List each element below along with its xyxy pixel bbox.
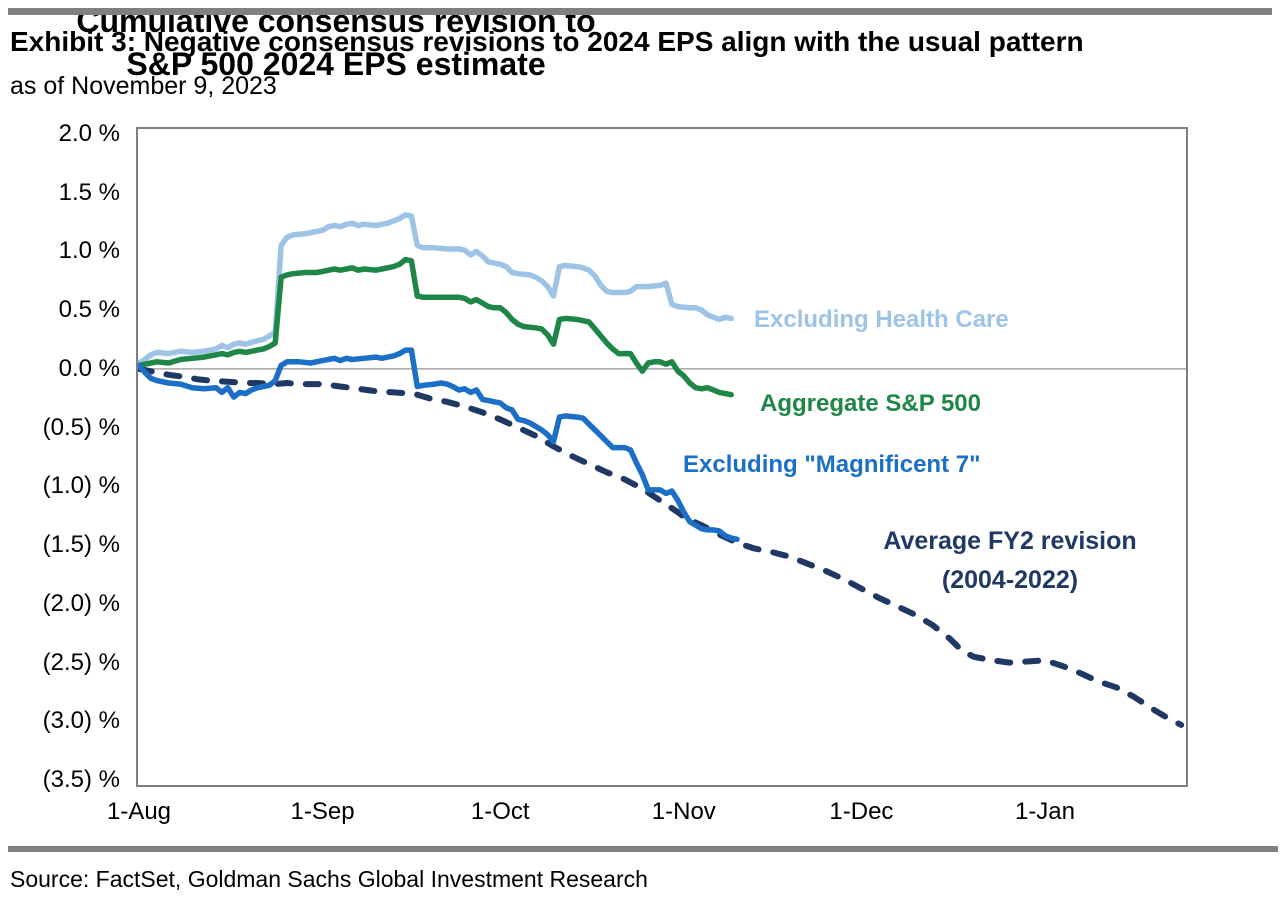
series-label-average-fy2-revision: Average FY2 revision (2004-2022) <box>828 522 1192 600</box>
y-tick-label: (1.5) % <box>42 531 120 559</box>
y-tick-label: 0.0 % <box>58 354 120 382</box>
series-label-excluding-health-care: Excluding Health Care <box>754 306 1009 333</box>
y-tick-label: (3.0) % <box>42 707 120 735</box>
series-line-excluding-health-care <box>136 212 734 366</box>
y-tick-label: (3.5) % <box>42 766 120 794</box>
top-divider-bar <box>8 8 1272 15</box>
x-tick-label: 1-Sep <box>290 798 355 825</box>
x-tick-label: 1-Nov <box>651 798 716 825</box>
y-tick-label: (0.5) % <box>42 413 120 441</box>
series-line-average-fy2-revision-2004-2022 <box>136 365 1185 728</box>
series-label-average-fy2-line2: (2004-2022) <box>941 566 1079 594</box>
exhibit-subtitle: as of November 9, 2023 <box>10 72 277 100</box>
y-tick-label: 2.0 % <box>58 119 120 147</box>
y-tick-label: 1.0 % <box>58 237 120 265</box>
y-tick-label: 0.5 % <box>58 296 120 324</box>
series-line-aggregate-s-p-500 <box>136 256 734 398</box>
series-label-average-fy2-line1: Average FY2 revision <box>883 527 1137 555</box>
series-label-aggregate-sp500: Aggregate S&P 500 <box>760 390 981 417</box>
y-tick-label: (1.0) % <box>42 472 120 500</box>
source-line: Source: FactSet, Goldman Sachs Global In… <box>10 866 648 892</box>
bottom-divider-bar <box>8 846 1278 852</box>
chart-inner-title-line2: S&P 500 2024 EPS estimate <box>126 46 546 82</box>
x-tick-label: 1-Jan <box>1014 798 1076 825</box>
exhibit-title: Exhibit 3: Negative consensus revisions … <box>10 26 1084 57</box>
y-tick-label: (2.0) % <box>42 589 120 617</box>
y-tick-label: (2.5) % <box>42 648 120 676</box>
y-tick-label: 1.5 % <box>58 178 120 206</box>
plot-border <box>136 127 1188 787</box>
x-tick-label: 1-Aug <box>106 798 172 825</box>
x-tick-label: 1-Dec <box>829 798 894 825</box>
series-label-excluding-magnificent-7: Excluding "Magnificent 7" <box>683 451 981 478</box>
series-line-excluding-magnificent-7 <box>136 347 740 543</box>
x-tick-label: 1-Oct <box>470 798 530 825</box>
